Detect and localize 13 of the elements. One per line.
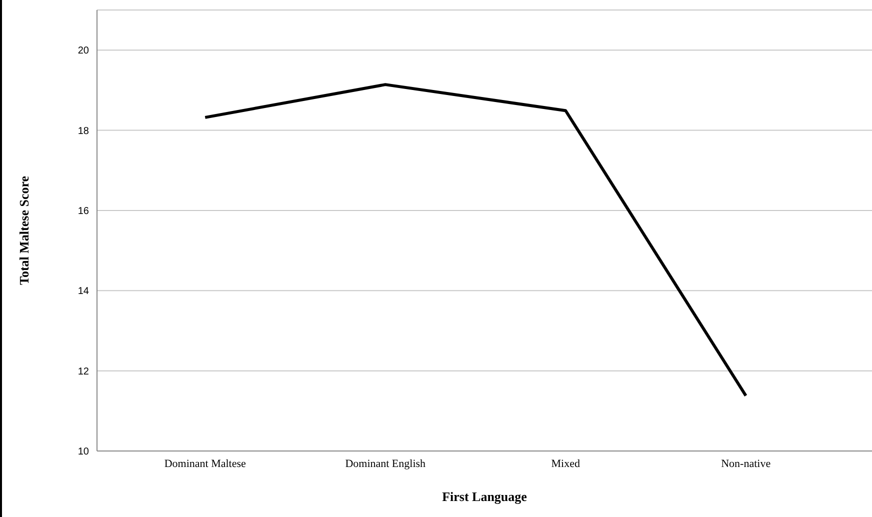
y-tick-label: 18 bbox=[78, 126, 90, 137]
x-tick-label: Dominant Maltese bbox=[164, 458, 246, 470]
y-tick-label: 16 bbox=[78, 206, 90, 218]
line-series bbox=[204, 83, 748, 398]
y-tick-label: 10 bbox=[78, 446, 90, 458]
x-tick-label: Non-native bbox=[721, 458, 771, 470]
x-axis-title: First Language bbox=[442, 489, 528, 504]
y-tick-label: 12 bbox=[78, 366, 90, 378]
y-axis-title: Total Maltese Score bbox=[16, 176, 32, 286]
y-tick-label: 20 bbox=[78, 46, 90, 57]
x-tick-label: Dominant English bbox=[345, 458, 426, 470]
x-tick-label: Mixed bbox=[551, 458, 580, 470]
y-tick-label: 14 bbox=[78, 286, 90, 298]
